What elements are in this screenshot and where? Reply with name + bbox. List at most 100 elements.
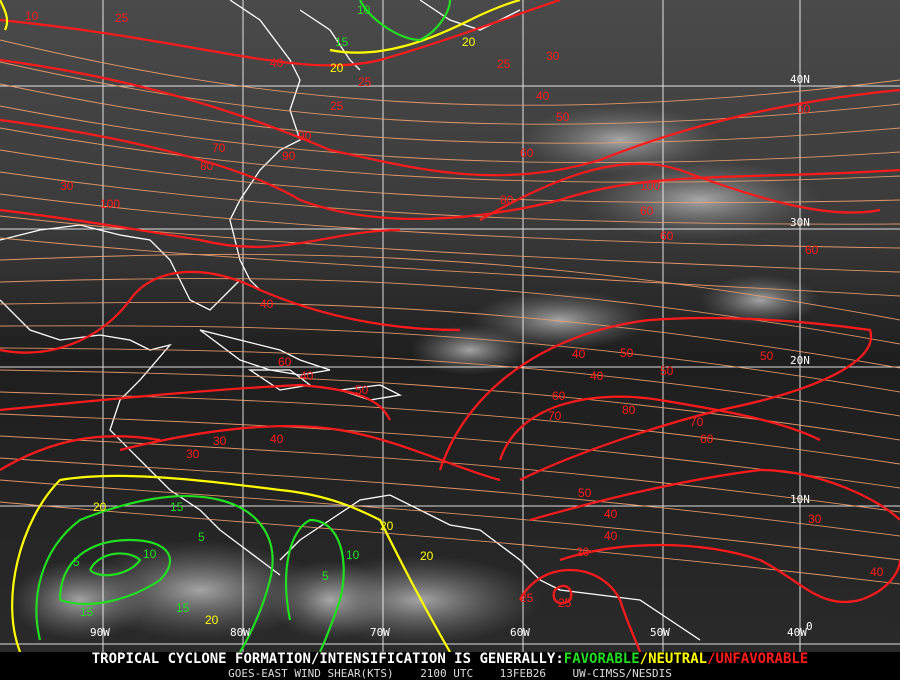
streamline bbox=[0, 391, 900, 465]
lat-lon-grid bbox=[0, 0, 900, 652]
cloud-patch bbox=[270, 560, 390, 640]
streamline bbox=[0, 435, 900, 513]
cloud-patch bbox=[410, 325, 530, 375]
contour-label: 40 bbox=[260, 297, 274, 311]
shear-contour bbox=[0, 58, 900, 177]
latitude-label: 30N bbox=[790, 216, 810, 229]
shear-contour bbox=[11, 474, 451, 652]
contour-label: 80 bbox=[622, 403, 636, 417]
streamline bbox=[0, 413, 900, 489]
contour-label: 80 bbox=[200, 159, 214, 173]
streamlines bbox=[0, 39, 900, 585]
contour-label: 30 bbox=[546, 49, 560, 63]
contour-label: 25 bbox=[358, 75, 372, 89]
contour-label: 70 bbox=[548, 409, 562, 423]
shear-contour bbox=[0, 383, 391, 421]
cloud-imagery bbox=[10, 105, 820, 645]
streamline bbox=[0, 501, 900, 585]
longitude-label: 80W bbox=[230, 626, 250, 639]
contour-label: 25 bbox=[497, 57, 511, 71]
contour-label: 20 bbox=[462, 35, 476, 49]
separator: / bbox=[707, 651, 716, 667]
streamline bbox=[0, 253, 900, 321]
contour-label: 5 bbox=[73, 555, 80, 569]
shear-contour bbox=[0, 0, 9, 31]
latitude-label: 10N bbox=[790, 493, 810, 506]
contour-label: 90 bbox=[282, 149, 296, 163]
contour-label: 20 bbox=[576, 545, 590, 559]
shear-contour bbox=[519, 569, 642, 652]
contour-label: 40 bbox=[300, 369, 314, 383]
contour-label: 80 bbox=[500, 193, 514, 207]
contour-label: 25 bbox=[330, 99, 344, 113]
shear-contour bbox=[35, 495, 274, 652]
streamline bbox=[0, 105, 900, 164]
separator: / bbox=[639, 651, 649, 667]
contour-label: 20 bbox=[420, 549, 434, 563]
shear-contour bbox=[438, 316, 873, 481]
contour-label: 40 bbox=[536, 89, 550, 103]
contour-label: 25 bbox=[520, 591, 534, 605]
longitude-label: 40W bbox=[787, 626, 807, 639]
shear-contour bbox=[0, 0, 561, 67]
contour-label: 50 bbox=[760, 349, 774, 363]
longitude-label: 70W bbox=[370, 626, 390, 639]
streamline bbox=[0, 479, 900, 561]
longitude-label: 90W bbox=[90, 626, 110, 639]
shear-contour bbox=[329, 0, 521, 54]
latitude-label: 0 bbox=[806, 620, 813, 633]
contour-label: 5 bbox=[322, 569, 329, 583]
streamline bbox=[0, 171, 900, 225]
streamline bbox=[0, 278, 900, 345]
contour-label: 30 bbox=[213, 434, 227, 448]
cloud-patch bbox=[580, 160, 820, 240]
shear-contour bbox=[284, 518, 345, 652]
contour-label: 5 bbox=[198, 530, 205, 544]
contour-label: 10 bbox=[346, 548, 360, 562]
contour-label: 70 bbox=[212, 141, 226, 155]
contour-label: 60 bbox=[660, 229, 674, 243]
contour-label: 40 bbox=[604, 507, 618, 521]
contour-label: 10 bbox=[357, 3, 371, 17]
contour-label: 40 bbox=[572, 347, 586, 361]
contour-label: 60 bbox=[700, 432, 714, 446]
shear-contour bbox=[0, 270, 461, 354]
shear-contour bbox=[58, 538, 171, 606]
contour-label: 40 bbox=[604, 529, 618, 543]
shear-contours bbox=[0, 0, 900, 652]
grid-labels: 90W 80W 70W 60W 50W 40W 40N 30N 20N 10N 0 bbox=[90, 73, 813, 639]
contour-label: 50 bbox=[556, 110, 570, 124]
contour-label: 100 bbox=[100, 197, 120, 211]
streamline bbox=[0, 149, 900, 203]
streamline bbox=[0, 325, 900, 393]
shear-contour bbox=[89, 552, 142, 577]
contour-label: 30 bbox=[808, 512, 822, 526]
contour-label: 15 bbox=[80, 605, 94, 619]
shear-contour bbox=[0, 118, 900, 221]
streamline bbox=[0, 369, 900, 441]
streamline bbox=[0, 215, 900, 273]
shear-contour bbox=[529, 468, 900, 522]
contour-label: 60 bbox=[278, 355, 292, 369]
shear-contour bbox=[0, 208, 401, 248]
streamline bbox=[0, 83, 900, 144]
shear-contour bbox=[359, 0, 452, 42]
contour-label: 60 bbox=[797, 102, 811, 116]
contour-label: 10 bbox=[143, 547, 157, 561]
shear-contour bbox=[498, 395, 821, 461]
product-name: GOES-EAST WIND SHEAR(KTS) bbox=[228, 667, 394, 680]
shear-contour bbox=[559, 543, 900, 603]
favorable-label: FAVORABLE bbox=[563, 651, 640, 667]
contour-label: 50 bbox=[620, 346, 634, 360]
contour-label: 90 bbox=[298, 129, 312, 143]
contour-label: 10 bbox=[25, 9, 39, 23]
credit: UW-CIMSS/NESDIS bbox=[572, 667, 672, 680]
contour-label: 30 bbox=[60, 179, 74, 193]
longitude-label: 60W bbox=[510, 626, 530, 639]
contour-label: 25 bbox=[558, 596, 572, 610]
contour-label: 20 bbox=[330, 61, 344, 75]
contour-labels: 10 15 20 20 25 25 25 30 40 40 50 60 70 80 90 100 100 90 80… bbox=[25, 3, 884, 627]
contour-label: 40 bbox=[270, 432, 284, 446]
contour-label: 40 bbox=[590, 369, 604, 383]
